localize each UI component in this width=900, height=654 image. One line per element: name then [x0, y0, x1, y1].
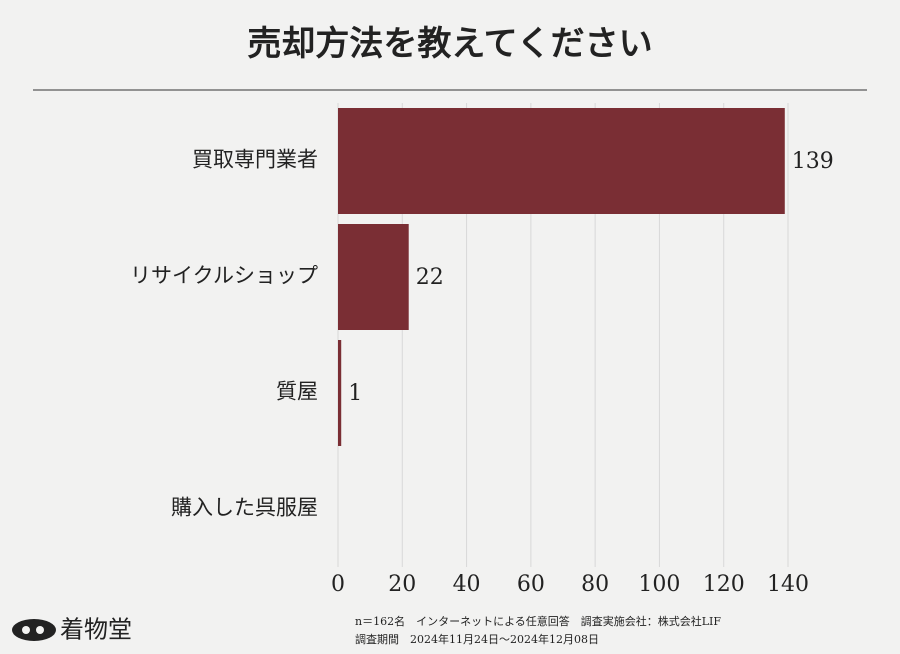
footnote: n＝162名 インターネットによる任意回答 調査実施会社：株式会社LIF [355, 614, 721, 628]
brand: 着物堂 [60, 616, 132, 644]
x-tick-label: 80 [581, 572, 609, 597]
x-tick-label: 60 [517, 572, 545, 597]
x-tick-label: 20 [388, 572, 416, 597]
bar [338, 224, 409, 330]
bar [338, 108, 785, 214]
x-tick-label: 0 [331, 572, 345, 597]
logo-icon [12, 619, 56, 641]
x-tick-label: 40 [453, 572, 481, 597]
y-tick-label: 購入した呉服屋 [171, 496, 318, 520]
chart-title: 売却方法を教えてください [247, 24, 652, 64]
value-label: 139 [792, 149, 834, 174]
footnote: 調査期間 2024年11月24日〜2024年12月08日 [355, 632, 599, 646]
value-label: 22 [416, 265, 444, 290]
x-tick-label: 120 [703, 572, 745, 597]
value-label: 1 [348, 381, 362, 406]
logo: 着物堂 [12, 616, 132, 644]
x-tick-label: 100 [638, 572, 680, 597]
y-tick-label: リサイクルショップ [130, 264, 318, 288]
y-tick-label: 質屋 [276, 380, 318, 404]
bar [338, 340, 342, 446]
x-tick-label: 140 [767, 572, 809, 597]
y-tick-label: 買取専門業者 [192, 148, 318, 172]
logo-icon [36, 626, 44, 634]
logo-icon [22, 626, 30, 634]
